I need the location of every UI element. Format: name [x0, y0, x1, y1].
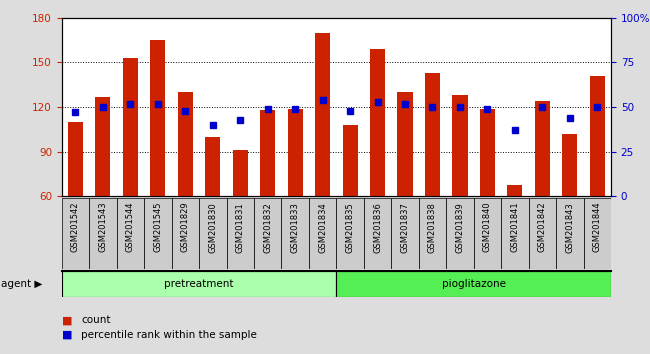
Bar	[315, 33, 330, 196]
Bar	[281, 198, 309, 269]
Bar	[199, 198, 227, 269]
Text: GSM201543: GSM201543	[98, 202, 107, 252]
Text: GSM201542: GSM201542	[71, 202, 80, 252]
Bar	[227, 198, 254, 269]
Bar	[62, 271, 337, 297]
Text: GSM201841: GSM201841	[510, 202, 519, 252]
Text: count: count	[81, 315, 110, 325]
Bar	[117, 198, 144, 269]
Bar	[508, 184, 523, 196]
Bar	[96, 97, 111, 196]
Text: pretreatment: pretreatment	[164, 279, 234, 289]
Bar	[391, 198, 419, 269]
Text: GSM201836: GSM201836	[373, 202, 382, 253]
Text: GSM201839: GSM201839	[456, 202, 465, 252]
Bar	[337, 198, 364, 269]
Text: agent ▶: agent ▶	[1, 279, 43, 289]
Bar	[528, 198, 556, 269]
Text: GSM201832: GSM201832	[263, 202, 272, 252]
Text: GSM201844: GSM201844	[593, 202, 602, 252]
Bar	[590, 76, 605, 196]
Bar	[446, 198, 474, 269]
Bar	[425, 73, 440, 196]
Text: GSM201840: GSM201840	[483, 202, 492, 252]
Bar	[68, 122, 83, 196]
Bar	[144, 198, 172, 269]
Bar	[62, 198, 89, 269]
Text: GSM201843: GSM201843	[566, 202, 575, 252]
Text: GSM201842: GSM201842	[538, 202, 547, 252]
Bar	[123, 58, 138, 196]
Bar	[584, 198, 611, 269]
Bar	[556, 198, 584, 269]
Bar	[309, 198, 337, 269]
Bar	[343, 125, 358, 196]
Text: GSM201831: GSM201831	[236, 202, 245, 252]
Text: GSM201545: GSM201545	[153, 202, 162, 252]
Bar	[172, 198, 199, 269]
Text: GSM201544: GSM201544	[126, 202, 135, 252]
Bar	[89, 198, 117, 269]
Text: GSM201830: GSM201830	[208, 202, 217, 252]
Text: pioglitazone: pioglitazone	[442, 279, 506, 289]
Bar	[535, 101, 550, 196]
Text: GSM201833: GSM201833	[291, 202, 300, 253]
Bar	[398, 92, 413, 196]
Text: GSM201835: GSM201835	[346, 202, 355, 252]
Bar	[150, 40, 165, 196]
Bar	[562, 134, 577, 196]
Bar	[288, 109, 303, 196]
Bar	[205, 137, 220, 196]
Bar	[474, 198, 501, 269]
Bar	[254, 198, 281, 269]
Text: GSM201829: GSM201829	[181, 202, 190, 252]
Text: percentile rank within the sample: percentile rank within the sample	[81, 330, 257, 339]
Text: GSM201838: GSM201838	[428, 202, 437, 253]
Bar	[452, 95, 467, 196]
Text: GSM201837: GSM201837	[400, 202, 410, 253]
Bar	[480, 109, 495, 196]
Bar	[178, 92, 193, 196]
Bar	[501, 198, 528, 269]
Bar	[233, 150, 248, 196]
Bar	[364, 198, 391, 269]
Text: GSM201834: GSM201834	[318, 202, 327, 252]
Bar	[337, 271, 611, 297]
Bar	[260, 110, 275, 196]
Bar	[419, 198, 446, 269]
Text: ■: ■	[62, 315, 72, 325]
Bar	[370, 49, 385, 196]
Text: ■: ■	[62, 330, 72, 339]
